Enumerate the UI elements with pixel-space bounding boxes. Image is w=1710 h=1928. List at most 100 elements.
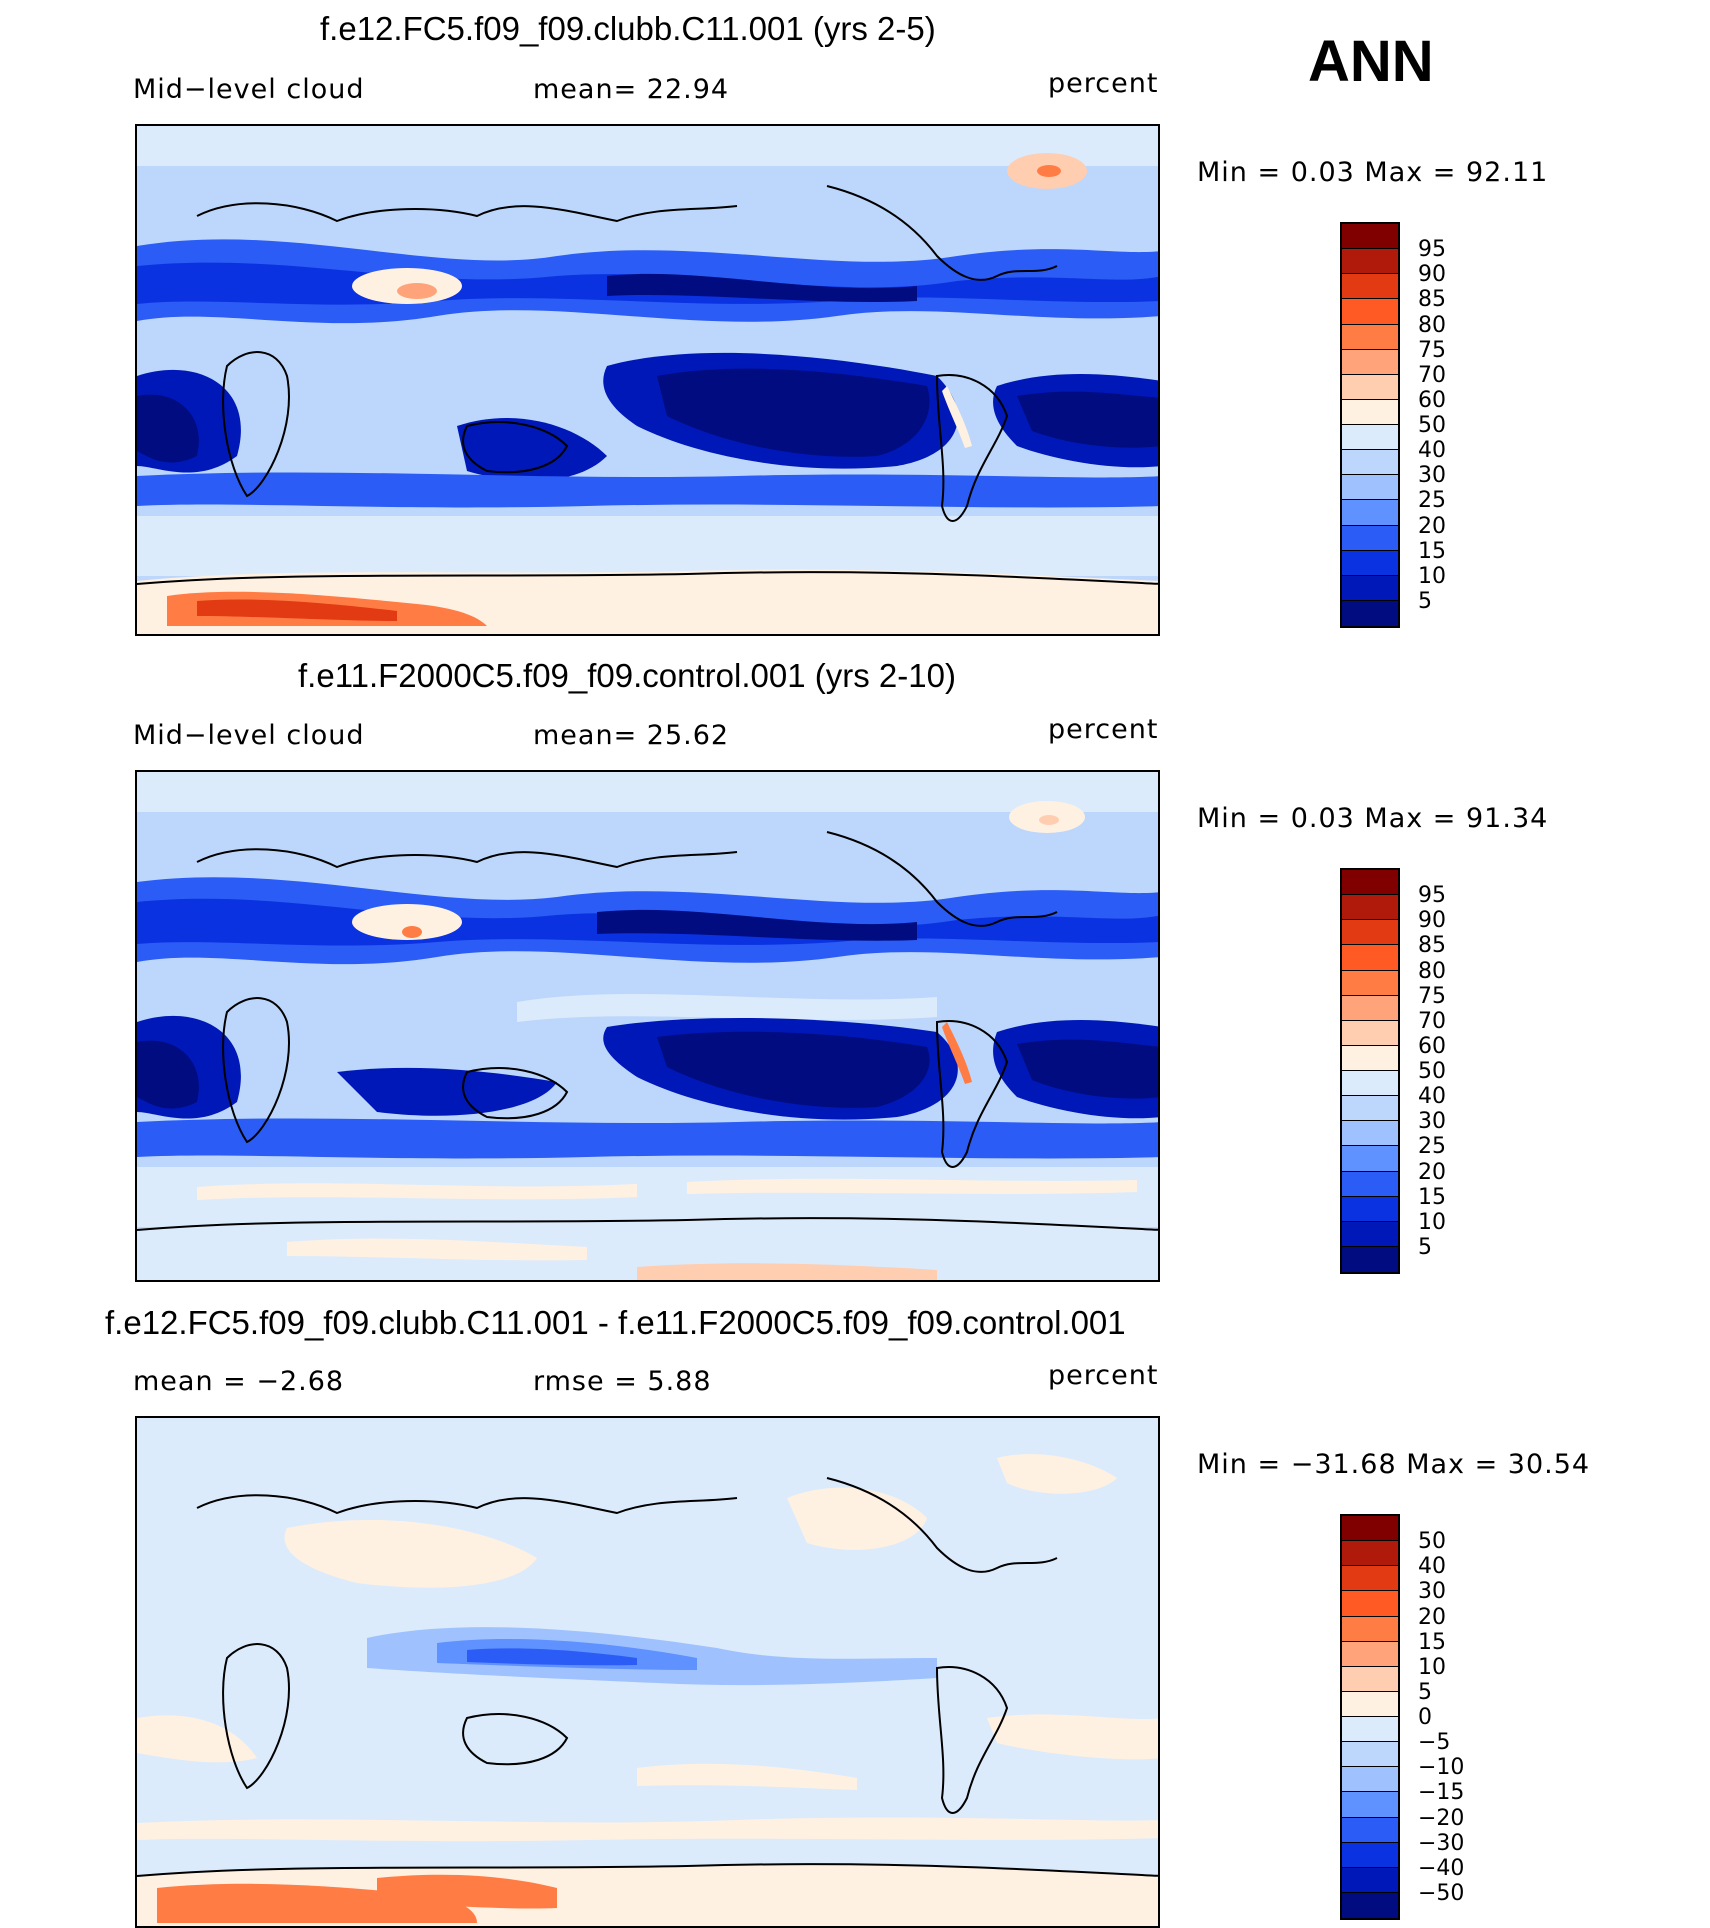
colorbar-tick-label: −15 [1418,1782,1464,1804]
colorbar-tick-label: 10 [1418,1212,1446,1234]
colorbar-tick-label: 20 [1418,1607,1446,1629]
colorbar-segment [1342,1566,1398,1591]
panel-1-map [135,124,1160,636]
colorbar-tick-label: 30 [1418,1581,1446,1603]
panel-3-units-label: percent [1048,1360,1158,1391]
colorbar-tick-label: 15 [1418,541,1446,563]
panel-3-minmax-label: Min = −31.68 Max = 30.54 [1197,1449,1590,1480]
panel-1-mean-label: mean= 22.94 [533,74,729,105]
panel-2-units-label: percent [1048,714,1158,745]
panel-1-title: f.e12.FC5.f09_f09.clubb.C11.001 (yrs 2-5… [320,10,936,48]
colorbar-segment [1342,1197,1398,1222]
panel-3-colorbar [1340,1514,1400,1920]
colorbar-tick-label: 80 [1418,961,1446,983]
colorbar-tick-label: −50 [1418,1883,1464,1905]
panel-1-units-label: percent [1048,68,1158,99]
colorbar-segment [1342,1742,1398,1767]
colorbar-tick-label: 40 [1418,440,1446,462]
colorbar-segment [1342,1172,1398,1197]
colorbar-segment [1342,1868,1398,1893]
colorbar-tick-label: 75 [1418,340,1446,362]
colorbar-tick-label: 15 [1418,1632,1446,1654]
colorbar-segment [1342,249,1398,274]
panel-1-map-field [137,126,1160,636]
colorbar-segment [1342,224,1398,249]
panel-3-title: f.e12.FC5.f09_f09.clubb.C11.001 - f.e11.… [105,1304,1126,1342]
colorbar-segment [1342,450,1398,475]
colorbar-tick-label: −10 [1418,1757,1464,1779]
colorbar-tick-label: 80 [1418,315,1446,337]
colorbar-tick-label: 70 [1418,365,1446,387]
colorbar-tick-label: 50 [1418,1061,1446,1083]
colorbar-tick-label: 25 [1418,1136,1446,1158]
colorbar-tick-label: −30 [1418,1833,1464,1855]
colorbar-tick-label: 40 [1418,1086,1446,1108]
colorbar-tick-label: 30 [1418,1111,1446,1133]
colorbar-segment [1342,1642,1398,1667]
colorbar-tick-label: 90 [1418,910,1446,932]
colorbar-segment [1342,1096,1398,1121]
colorbar-segment [1342,425,1398,450]
season-label: ANN [1308,28,1434,95]
panel-2-mean-label: mean= 25.62 [533,720,729,751]
colorbar-segment [1342,400,1398,425]
colorbar-tick-label: −20 [1418,1808,1464,1830]
colorbar-segment [1342,1247,1398,1272]
panel-3-map [135,1416,1160,1928]
colorbar-segment [1342,325,1398,350]
colorbar-tick-label: 50 [1418,415,1446,437]
colorbar-segment [1342,1692,1398,1717]
colorbar-segment [1342,1818,1398,1843]
colorbar-segment [1342,526,1398,551]
colorbar-tick-label: 75 [1418,986,1446,1008]
colorbar-tick-label: 5 [1418,591,1432,613]
colorbar-segment [1342,1667,1398,1692]
colorbar-tick-label: 40 [1418,1556,1446,1578]
panel-2-colorbar [1340,868,1400,1274]
colorbar-segment [1342,1222,1398,1247]
colorbar-tick-label: 95 [1418,885,1446,907]
colorbar-tick-label: −5 [1418,1732,1450,1754]
colorbar-tick-label: 50 [1418,1531,1446,1553]
colorbar-tick-label: 60 [1418,390,1446,412]
colorbar-tick-label: 85 [1418,935,1446,957]
colorbar-tick-label: 5 [1418,1682,1432,1704]
colorbar-segment [1342,971,1398,996]
colorbar-segment [1342,500,1398,525]
colorbar-segment [1342,576,1398,601]
colorbar-segment [1342,1146,1398,1171]
panel-3-rmse-label: rmse = 5.88 [533,1366,712,1397]
colorbar-segment [1342,1893,1398,1918]
colorbar-tick-label: 10 [1418,1657,1446,1679]
panel-1-variable-label: Mid−level cloud [133,74,364,105]
colorbar-segment [1342,350,1398,375]
colorbar-segment [1342,920,1398,945]
colorbar-segment [1342,1843,1398,1868]
colorbar-tick-label: 15 [1418,1187,1446,1209]
colorbar-tick-label: 5 [1418,1237,1432,1259]
colorbar-segment [1342,1121,1398,1146]
colorbar-segment [1342,601,1398,626]
colorbar-tick-label: 90 [1418,264,1446,286]
colorbar-tick-label: −40 [1418,1858,1464,1880]
colorbar-segment [1342,870,1398,895]
colorbar-segment [1342,1792,1398,1817]
colorbar-segment [1342,1071,1398,1096]
colorbar-segment [1342,299,1398,324]
panel-3-mean-label: mean = −2.68 [133,1366,344,1397]
panel-3-map-field [137,1418,1160,1928]
colorbar-tick-label: 85 [1418,289,1446,311]
colorbar-segment [1342,945,1398,970]
colorbar-tick-label: 25 [1418,490,1446,512]
colorbar-segment [1342,1767,1398,1792]
colorbar-segment [1342,375,1398,400]
colorbar-segment [1342,1717,1398,1742]
colorbar-tick-label: 10 [1418,566,1446,588]
panel-2-minmax-label: Min = 0.03 Max = 91.34 [1197,803,1548,834]
colorbar-segment [1342,1021,1398,1046]
colorbar-segment [1342,1046,1398,1071]
colorbar-segment [1342,1591,1398,1616]
panel-2-map [135,770,1160,1282]
colorbar-tick-label: 70 [1418,1011,1446,1033]
colorbar-tick-label: 20 [1418,516,1446,538]
